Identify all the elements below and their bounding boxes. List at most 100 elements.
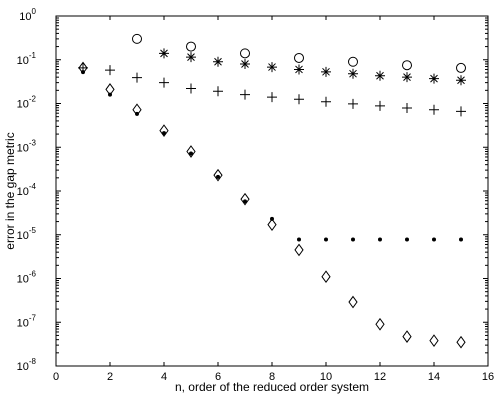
y-tick-exponent: -1: [29, 51, 37, 60]
x-tick-label: 10: [320, 371, 332, 383]
y-tick-exponent: -6: [29, 270, 37, 279]
data-point-plus: [267, 92, 277, 103]
data-point-plus: [294, 94, 304, 105]
x-tick-label: 8: [269, 371, 275, 383]
data-point-plus: [375, 100, 385, 111]
y-tick-base: 10: [17, 142, 29, 154]
y-tick-base: 10: [17, 186, 29, 198]
data-point-dot: [189, 151, 193, 156]
data-point-plus: [429, 104, 439, 115]
data-point-dot: [405, 237, 409, 242]
data-point-diamond: [321, 270, 331, 284]
y-tick-label: 100: [19, 7, 36, 23]
y-tick-exponent: -8: [29, 357, 37, 366]
data-point-circle: [186, 41, 196, 52]
x-tick-label: 14: [428, 371, 440, 383]
data-point-star: [402, 72, 412, 83]
y-tick-base: 10: [17, 99, 29, 111]
data-point-diamond: [267, 218, 277, 232]
y-tick-label: 10-6: [17, 270, 37, 286]
y-tick-exponent: -3: [29, 138, 37, 147]
data-point-dot: [324, 237, 328, 242]
x-axis-label: n, order of the reduced order system: [175, 380, 369, 394]
data-point-diamond: [159, 124, 169, 137]
data-point-star: [159, 48, 169, 59]
axis-ticks: [55, 15, 489, 367]
data-point-star: [240, 58, 250, 69]
y-tick-base: 10: [17, 55, 29, 67]
y-tick-exponent: -2: [29, 95, 37, 104]
data-point-plus: [105, 65, 115, 76]
data-point-dot: [243, 199, 247, 204]
y-tick-label: 10-8: [17, 357, 37, 373]
data-point-diamond: [348, 295, 358, 309]
data-point-circle: [240, 48, 250, 59]
y-tick-exponent: 0: [32, 7, 37, 16]
data-point-diamond: [456, 335, 466, 349]
y-tick-base: 10: [17, 361, 29, 373]
data-point-dot: [378, 237, 382, 242]
y-tick-exponent: -4: [29, 182, 37, 191]
data-point-dot: [432, 237, 436, 242]
data-point-star: [213, 56, 223, 67]
x-tick-label: 6: [215, 371, 221, 383]
x-tick-label: 0: [53, 371, 59, 383]
data-point-circle: [456, 62, 466, 73]
x-tick-label: 16: [482, 371, 494, 383]
data-point-dot: [162, 131, 166, 136]
data-point-plus: [456, 106, 466, 117]
data-point-dot: [108, 92, 112, 97]
data-point-plus: [159, 77, 169, 88]
data-point-diamond: [186, 145, 196, 158]
y-tick-label: 10-1: [17, 51, 37, 67]
plot-area: [55, 15, 489, 367]
data-point-diamond: [375, 317, 385, 331]
data-marks: [78, 33, 466, 349]
data-point-star: [429, 73, 439, 84]
data-point-dot: [351, 237, 355, 242]
data-point-plus: [132, 72, 142, 83]
data-point-plus: [213, 86, 223, 97]
data-point-circle: [402, 60, 412, 71]
y-tick-label: 10-2: [17, 95, 37, 111]
data-point-plus: [402, 102, 412, 113]
data-point-dot: [135, 111, 139, 116]
data-point-diamond: [429, 334, 439, 347]
data-point-circle: [348, 56, 358, 67]
data-point-plus: [321, 96, 331, 107]
data-point-star: [321, 66, 331, 77]
data-point-dot: [297, 237, 301, 242]
data-point-dot: [270, 216, 274, 221]
data-point-diamond: [402, 330, 412, 343]
data-point-plus: [240, 89, 250, 100]
data-point-dot: [459, 237, 463, 242]
y-tick-exponent: -5: [29, 226, 37, 235]
y-tick-label: 10-5: [17, 226, 37, 242]
y-axis-label: error in the gap metric: [3, 132, 17, 249]
x-tick-label: 4: [161, 371, 167, 383]
data-point-diamond: [213, 168, 223, 182]
data-point-circle: [294, 52, 304, 63]
x-tick-label: 2: [107, 371, 113, 383]
data-point-dot: [216, 174, 220, 179]
data-point-plus: [348, 98, 358, 109]
data-point-star: [348, 68, 358, 79]
y-tick-base: 10: [17, 230, 29, 242]
y-tick-base: 10: [19, 11, 31, 23]
y-tick-exponent: -7: [29, 313, 37, 322]
y-tick-label: 10-3: [17, 138, 37, 154]
data-point-diamond: [240, 192, 250, 206]
data-point-plus: [186, 83, 196, 94]
x-tick-label: 12: [374, 371, 386, 383]
data-point-star: [456, 75, 466, 86]
y-tick-base: 10: [17, 274, 29, 286]
tick-labels: 0 2 4 6 8 10 12 14 1610010-110-210-310-410-510-6…: [17, 7, 495, 383]
data-point-star: [267, 62, 277, 73]
data-point-dot: [81, 70, 85, 75]
y-tick-label: 10-7: [17, 313, 37, 329]
data-point-star: [294, 64, 304, 75]
data-point-diamond: [294, 243, 304, 257]
data-point-star: [186, 52, 196, 63]
y-tick-base: 10: [17, 317, 29, 329]
